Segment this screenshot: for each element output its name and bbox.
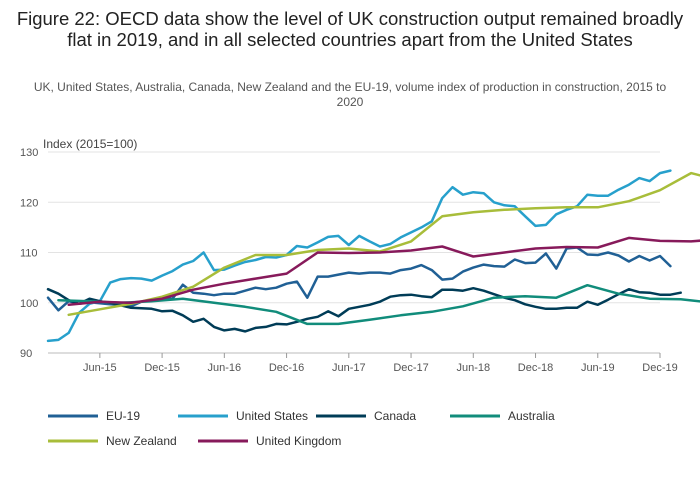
chart-title: Figure 22: OECD data show the level of U… xyxy=(16,8,684,50)
legend-label-eu-19: EU-19 xyxy=(106,409,140,423)
x-tick-label: Jun-17 xyxy=(332,362,366,374)
x-tick-label: Dec-17 xyxy=(393,362,428,374)
legend: EU-19 United States Canada Australia New Zea… xyxy=(48,409,555,448)
series-lines xyxy=(46,169,700,343)
x-tick-label: Jun-16 xyxy=(208,362,242,374)
y-axis-label: Index (2015=100) xyxy=(43,137,138,151)
y-tick-label: 90 xyxy=(20,348,32,360)
x-tick-label: Dec-16 xyxy=(269,362,304,374)
series-line-canada xyxy=(46,286,682,333)
y-axis-ticks: 90 100 110 120 130 xyxy=(20,147,38,360)
x-tick-label: Jun-15 xyxy=(83,362,117,374)
x-tick-label: Dec-18 xyxy=(518,362,553,374)
series-line-united-kingdom xyxy=(67,236,700,307)
legend-label-canada: Canada xyxy=(374,409,416,423)
legend-label-united-kingdom: United Kingdom xyxy=(256,434,341,448)
x-tick-label: Dec-15 xyxy=(144,362,179,374)
gridlines xyxy=(48,151,660,354)
y-tick-label: 110 xyxy=(20,248,38,260)
series-line-united-states xyxy=(46,169,672,343)
y-tick-label: 100 xyxy=(20,298,38,310)
series-line-new-zealand xyxy=(67,171,700,317)
legend-label-australia: Australia xyxy=(508,409,555,423)
x-tick-label: Dec-19 xyxy=(642,362,677,374)
y-tick-label: 130 xyxy=(20,147,38,159)
x-axis-ticks: Jun-15 Dec-15 Jun-16 Dec-16 Jun-17 Dec-17 Jun-… xyxy=(83,353,678,374)
legend-label-united-states: United States xyxy=(236,409,308,423)
legend-label-new-zealand: New Zealand xyxy=(106,434,177,448)
chart-subtitle: UK, United States, Australia, Canada, Ne… xyxy=(33,80,667,109)
x-tick-label: Jun-19 xyxy=(581,362,615,374)
y-tick-label: 120 xyxy=(20,197,38,209)
x-tick-label: Jun-18 xyxy=(456,362,490,374)
series-line-australia xyxy=(57,283,700,326)
